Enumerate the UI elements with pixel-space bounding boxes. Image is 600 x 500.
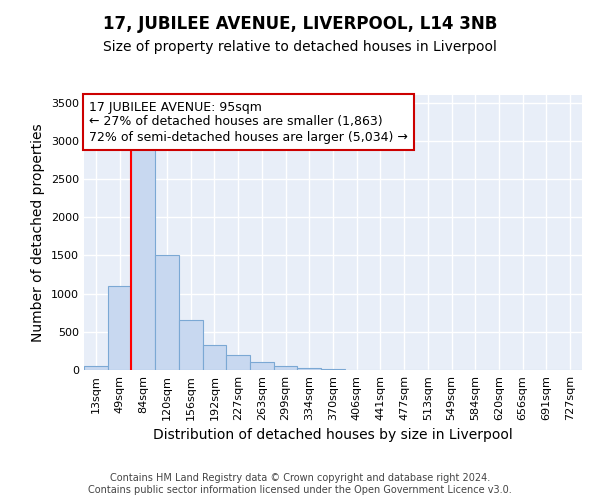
Text: 17, JUBILEE AVENUE, LIVERPOOL, L14 3NB: 17, JUBILEE AVENUE, LIVERPOOL, L14 3NB bbox=[103, 15, 497, 33]
Bar bbox=[108, 286, 131, 370]
Bar bbox=[226, 354, 250, 370]
Bar bbox=[179, 320, 203, 370]
Bar bbox=[155, 256, 179, 370]
Bar bbox=[274, 366, 298, 370]
Bar bbox=[84, 366, 108, 370]
Y-axis label: Number of detached properties: Number of detached properties bbox=[31, 123, 46, 342]
X-axis label: Distribution of detached houses by size in Liverpool: Distribution of detached houses by size … bbox=[153, 428, 513, 442]
Bar bbox=[131, 144, 155, 370]
Text: Size of property relative to detached houses in Liverpool: Size of property relative to detached ho… bbox=[103, 40, 497, 54]
Bar bbox=[250, 362, 274, 370]
Bar bbox=[298, 368, 321, 370]
Bar bbox=[321, 369, 345, 370]
Bar bbox=[203, 345, 226, 370]
Text: Contains HM Land Registry data © Crown copyright and database right 2024.
Contai: Contains HM Land Registry data © Crown c… bbox=[88, 474, 512, 495]
Text: 17 JUBILEE AVENUE: 95sqm
← 27% of detached houses are smaller (1,863)
72% of sem: 17 JUBILEE AVENUE: 95sqm ← 27% of detach… bbox=[89, 100, 408, 144]
